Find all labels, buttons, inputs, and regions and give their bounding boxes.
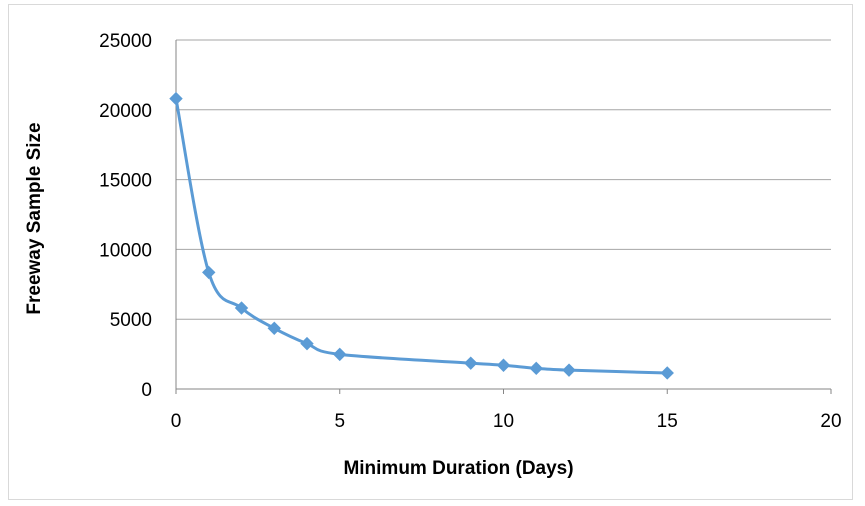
y-tick-label: 25000 xyxy=(99,31,152,52)
axes xyxy=(175,40,832,394)
x-tick-label: 15 xyxy=(657,411,678,432)
x-tick-label: 10 xyxy=(493,411,514,432)
data-point-marker xyxy=(202,265,216,280)
x-tick-label: 5 xyxy=(334,411,345,432)
data-point-marker xyxy=(529,361,543,376)
y-tick-label: 10000 xyxy=(99,240,152,261)
data-point-marker xyxy=(333,347,347,362)
series-line xyxy=(174,98,668,375)
y-tick-label: 20000 xyxy=(99,101,152,122)
data-point-marker xyxy=(267,321,281,335)
y-axis-title: Freeway Sample Size xyxy=(24,122,45,314)
series-markers xyxy=(169,91,674,380)
x-tick-labels: 0 5 10 15 20 xyxy=(171,411,842,432)
data-point-marker xyxy=(562,363,576,377)
y-tick-label: 15000 xyxy=(99,171,152,192)
y-tick-labels: 0 5000 10000 15000 20000 25000 xyxy=(99,31,152,401)
gridlines xyxy=(176,39,831,320)
data-point-marker xyxy=(169,91,183,106)
data-point-marker xyxy=(300,336,314,351)
y-tick-label: 5000 xyxy=(110,310,152,331)
x-tick-label: 20 xyxy=(820,411,841,432)
data-point-marker xyxy=(660,366,674,380)
data-point-marker xyxy=(464,356,478,370)
data-point-marker xyxy=(234,301,249,315)
x-axis-title: Minimum Duration (Days) xyxy=(343,458,573,479)
chart-frame xyxy=(8,4,853,500)
y-tick-label: 0 xyxy=(141,380,152,401)
data-point-marker xyxy=(496,358,511,372)
x-tick-label: 0 xyxy=(171,411,182,432)
